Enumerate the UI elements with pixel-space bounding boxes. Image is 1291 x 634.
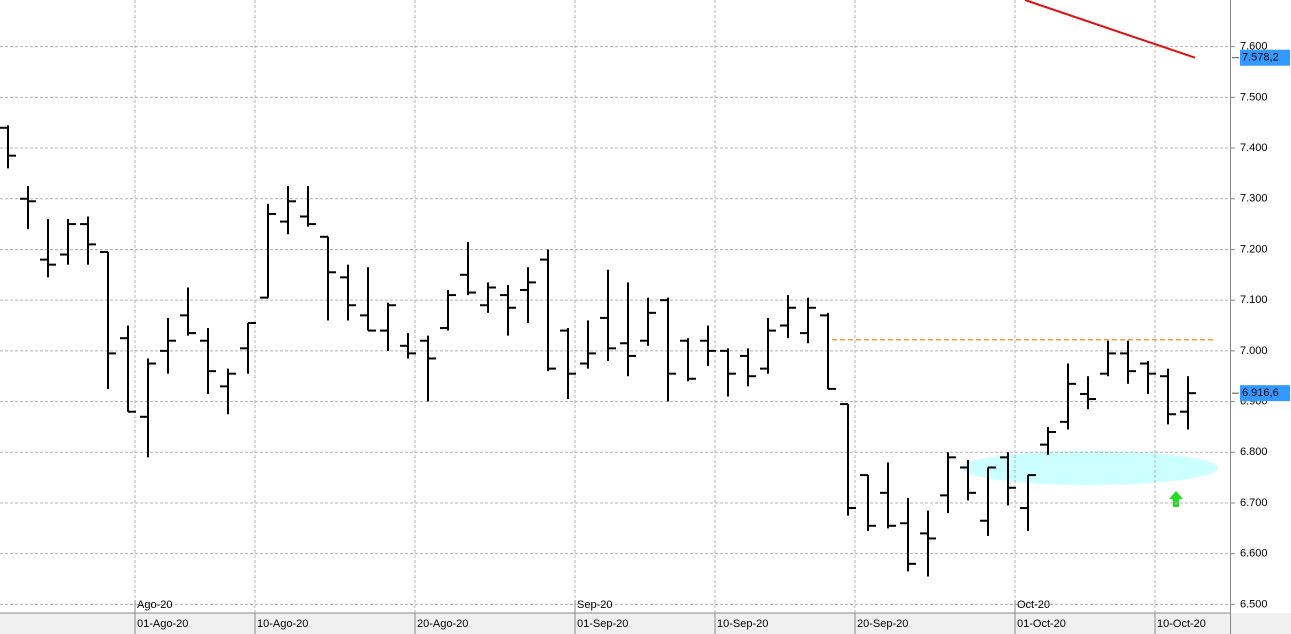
y-tick-label: 7.500 [1240,91,1268,103]
price-label-box [1240,385,1290,402]
price-label: 7.578,2 [1242,52,1279,64]
y-tick-label: 6.500 [1240,598,1268,610]
y-tick-label: 7.400 [1240,142,1268,154]
x-tick-label: 10-Ago-20 [257,618,308,630]
price-label-box [1240,49,1290,66]
y-tick-label: 7.700 [1240,0,1268,2]
y-tick-label: 7.000 [1240,345,1268,357]
y-tick-label: 7.300 [1240,193,1268,205]
x-tick-label: 20-Sep-20 [857,618,908,630]
x-tick-label: 01-Oct-20 [1017,618,1066,630]
highlight-ellipse [962,451,1218,485]
x-tick-label: 10-Sep-20 [717,618,768,630]
period-label: Sep-20 [577,599,612,611]
y-tick-label: 7.600 [1240,41,1268,53]
period-label: Oct-20 [1017,599,1050,611]
y-tick-label: 6.600 [1240,548,1268,560]
y-tick-label: 7.100 [1240,294,1268,306]
y-tick-label: 6.700 [1240,497,1268,509]
x-axis-strip [0,613,1291,634]
price-label: 6.916,6 [1242,387,1279,399]
up-arrow [1169,491,1183,507]
y-tick-label: 6.800 [1240,446,1268,458]
overlay-line [1024,0,1196,59]
x-tick-label: 10-Oct-20 [1157,618,1206,630]
x-tick-label: 20-Ago-20 [417,618,468,630]
period-label: Ago-20 [137,599,172,611]
x-tick-label: 01-Ago-20 [137,618,188,630]
y-tick-label: 7.200 [1240,243,1268,255]
x-tick-label: 01-Sep-20 [577,618,628,630]
